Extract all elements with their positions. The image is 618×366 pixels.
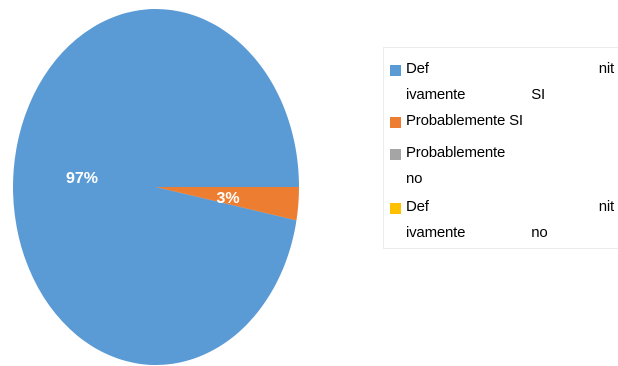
legend-swatch-yellow <box>390 203 401 214</box>
pie-slice-def-nit-ivamente-si <box>13 8 300 365</box>
legend-item-definitivamente-no: Def nit ivamente no <box>384 194 618 246</box>
legend-item-probablemente-no: Probablemente no <box>384 140 618 192</box>
legend-item-definitivamente-si: Def nit ivamente SI <box>384 56 618 108</box>
pie-slice-probablemente-si <box>156 187 299 221</box>
legend-swatch-blue <box>390 65 401 76</box>
legend-item-probablemente-si: Probablemente SI <box>384 108 618 134</box>
pie-value-labels: 97% 3% <box>66 170 240 207</box>
legend-label: Probablemente no <box>406 144 506 187</box>
legend-label: Probablemente SI <box>406 112 523 129</box>
chart-legend: Def nit ivamente SI Probablemente SI Pro… <box>383 47 618 249</box>
legend-swatch-gray <box>390 149 401 160</box>
pie-value-label-def-nit-ivamente-si: 97% <box>66 170 98 187</box>
legend-label: Def nit ivamente SI <box>406 60 614 103</box>
pie-value-label-probablemente-si: 3% <box>216 190 239 207</box>
pie-slices <box>13 8 300 365</box>
legend-swatch-orange <box>390 117 401 128</box>
legend-label: Def nit ivamente no <box>406 198 614 241</box>
